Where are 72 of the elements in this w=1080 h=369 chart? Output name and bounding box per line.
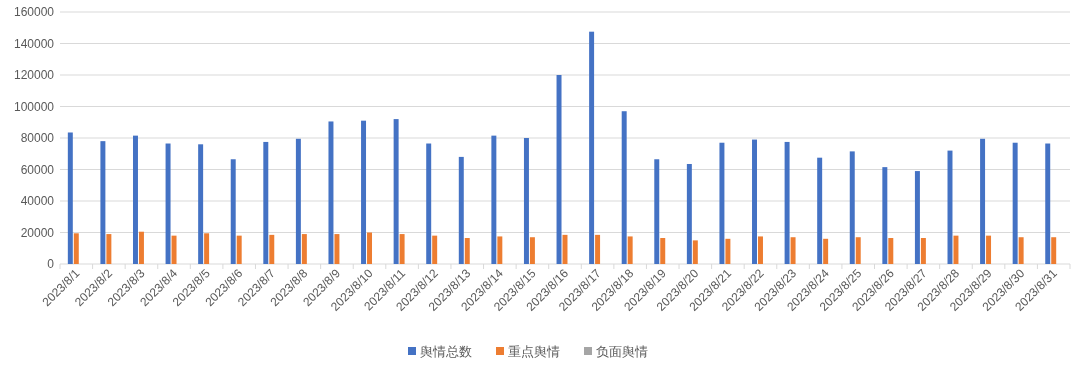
- y-tick-label: 60000: [20, 162, 55, 177]
- y-tick-label: 40000: [20, 194, 55, 208]
- bar: [855, 237, 861, 264]
- bar: [849, 151, 855, 264]
- bar: [725, 238, 731, 264]
- bar: [986, 235, 992, 264]
- bar: [328, 121, 334, 264]
- y-tick-label: 140000: [13, 36, 55, 51]
- bar: [686, 163, 692, 264]
- bar: [784, 141, 790, 264]
- bar: [660, 238, 666, 264]
- bar: [367, 232, 372, 264]
- bar: [301, 234, 307, 264]
- bar: [654, 159, 660, 264]
- bar: [888, 238, 894, 264]
- bar: [464, 238, 470, 264]
- bar: [523, 138, 529, 264]
- bar: [393, 119, 399, 264]
- bar: [132, 135, 138, 264]
- bar: [236, 235, 242, 264]
- bar: [920, 238, 926, 264]
- bar: [204, 233, 210, 264]
- bar: [1045, 143, 1051, 264]
- bar: [980, 138, 986, 264]
- bar: [953, 235, 959, 264]
- bar: [758, 236, 763, 264]
- y-tick-label: 100000: [13, 99, 55, 114]
- bar: [198, 144, 204, 264]
- bar: [529, 237, 535, 264]
- bar: [295, 138, 301, 264]
- bar: [621, 111, 627, 264]
- bar: [817, 157, 823, 264]
- bar: [1051, 237, 1057, 264]
- bar: [432, 235, 438, 264]
- bar: [171, 235, 177, 264]
- bar: [589, 31, 595, 264]
- bar: [458, 156, 464, 264]
- bar: [399, 234, 405, 264]
- bar: [823, 238, 829, 264]
- bar: [269, 234, 275, 264]
- bar: [719, 142, 725, 264]
- bar: [882, 167, 888, 264]
- y-tick-label: 120000: [13, 68, 55, 82]
- bar: [497, 236, 503, 264]
- bar: [914, 171, 920, 264]
- bar: [361, 120, 367, 264]
- bar: [138, 231, 144, 264]
- bar: [595, 234, 601, 264]
- bar: [106, 234, 112, 264]
- bar: [1018, 237, 1024, 264]
- y-tick-label: 80000: [20, 131, 55, 145]
- y-tick-label: 0: [47, 257, 55, 271]
- bar: [426, 143, 432, 264]
- bar: [491, 135, 497, 264]
- bar: [230, 159, 236, 264]
- bar: [556, 75, 562, 264]
- bar: [73, 233, 79, 264]
- y-tick-label: 160000: [13, 5, 55, 19]
- bar: [1012, 142, 1018, 264]
- bar: [692, 240, 698, 264]
- bar: [334, 234, 340, 264]
- legend-label: 负面舆情: [596, 344, 648, 359]
- bar: [100, 141, 106, 264]
- bar: [790, 237, 796, 264]
- legend-label: 舆情总数: [420, 344, 472, 359]
- legend-label: 重点舆情: [508, 344, 560, 359]
- y-tick-label: 20000: [20, 225, 55, 240]
- bar: [67, 132, 73, 264]
- bar: [627, 236, 633, 264]
- bar: [263, 141, 269, 264]
- bar: [165, 143, 171, 264]
- bar: [752, 139, 757, 264]
